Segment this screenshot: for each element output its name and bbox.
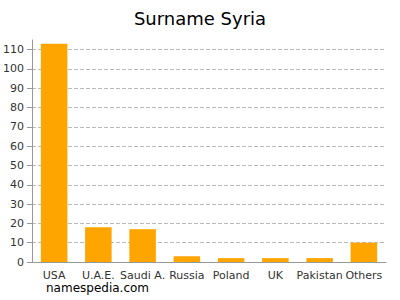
svg-text:110: 110: [3, 43, 24, 56]
svg-text:Surname Syria: Surname Syria: [134, 8, 266, 29]
svg-text:80: 80: [10, 101, 24, 114]
svg-text:90: 90: [10, 82, 24, 95]
svg-text:50: 50: [10, 159, 24, 172]
svg-text:namespedia.com: namespedia.com: [46, 281, 149, 295]
svg-text:0: 0: [17, 256, 24, 269]
svg-text:Poland: Poland: [213, 269, 250, 282]
svg-text:U.A.E.: U.A.E.: [82, 269, 115, 282]
svg-text:40: 40: [10, 178, 24, 191]
svg-text:100: 100: [3, 62, 24, 75]
svg-text:10: 10: [10, 236, 24, 249]
svg-text:Pakistan: Pakistan: [297, 269, 343, 282]
svg-text:60: 60: [10, 140, 24, 153]
svg-text:20: 20: [10, 217, 24, 230]
svg-text:70: 70: [10, 120, 24, 133]
svg-text:UK: UK: [268, 269, 284, 282]
svg-text:Saudi A.: Saudi A.: [120, 269, 165, 282]
svg-text:30: 30: [10, 198, 24, 211]
svg-text:USA: USA: [43, 269, 66, 282]
svg-text:Others: Others: [345, 269, 382, 282]
svg-text:Russia: Russia: [169, 269, 204, 282]
